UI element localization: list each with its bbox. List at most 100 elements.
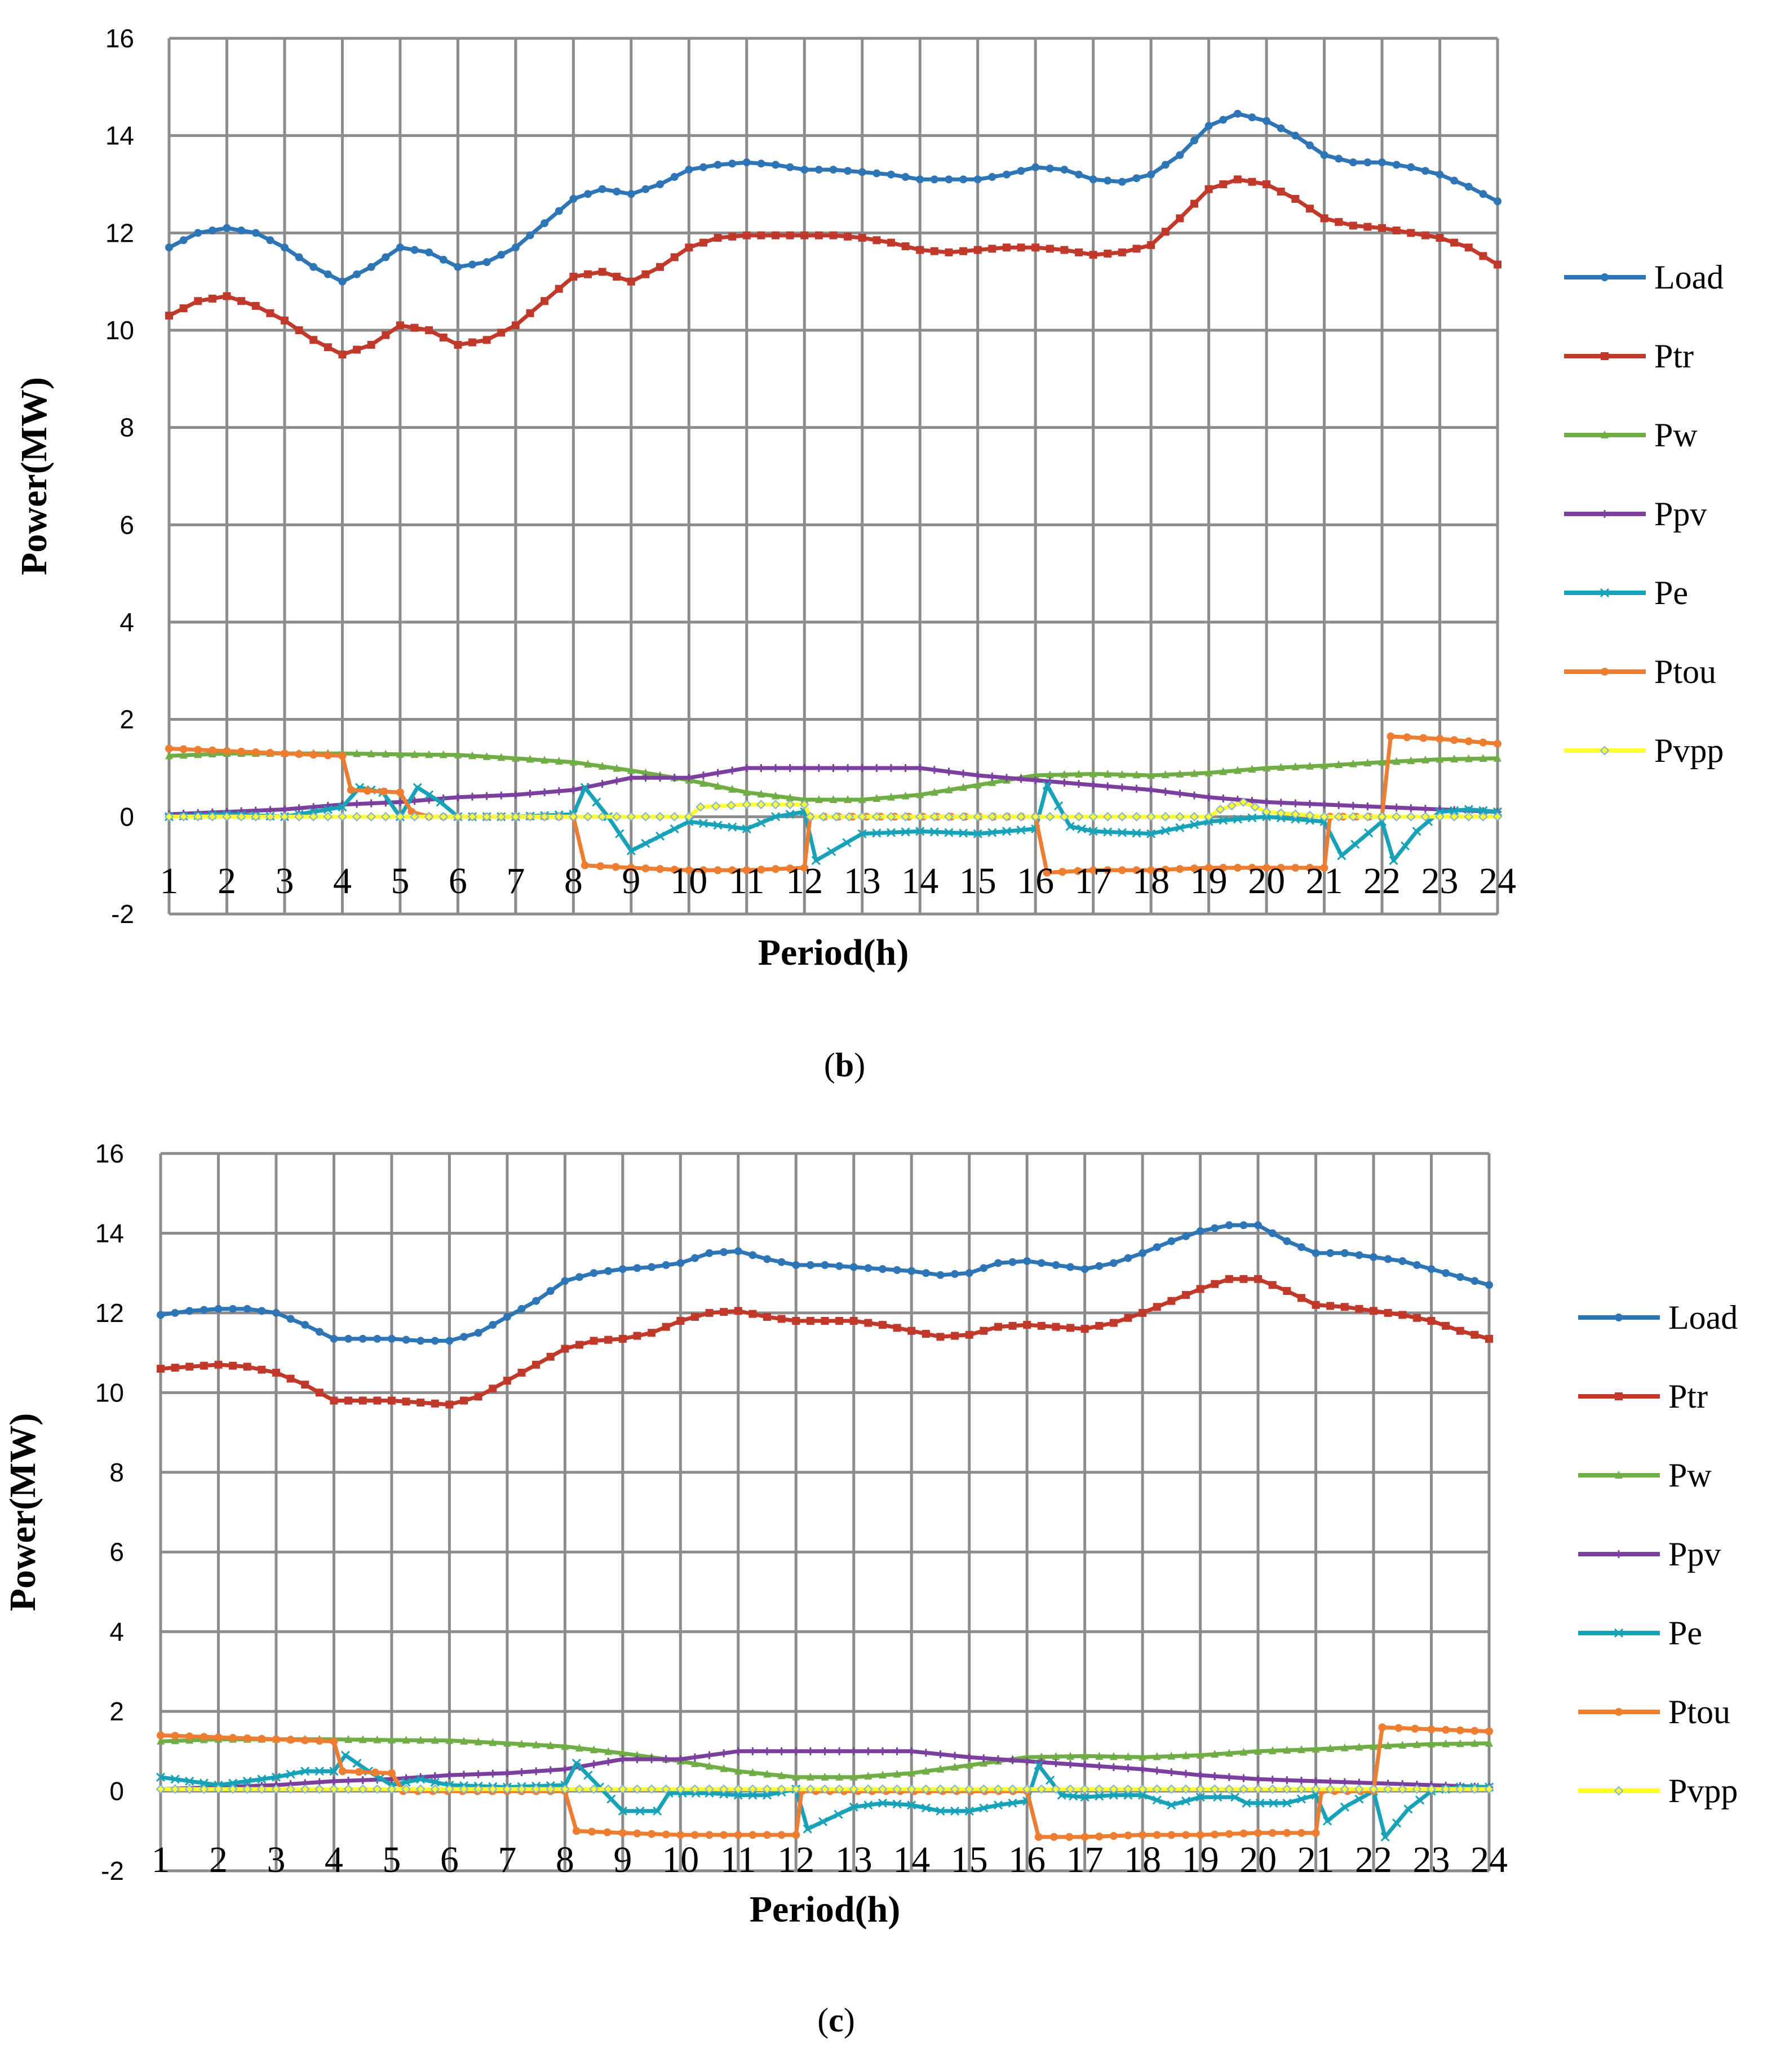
ptr-point <box>179 304 188 313</box>
pw-point <box>1363 758 1372 767</box>
pe-point <box>886 828 896 837</box>
x-tick-label: 23 <box>1413 1839 1450 1880</box>
pe-point <box>987 828 997 837</box>
pe-point <box>583 1771 593 1780</box>
ptou-point <box>347 786 355 794</box>
x-tick-label: 19 <box>1182 1839 1219 1880</box>
pe-point <box>1138 1790 1148 1800</box>
load-point <box>1233 109 1242 118</box>
pe-point <box>1117 828 1127 837</box>
pw-point <box>901 791 910 800</box>
load-point <box>468 260 477 269</box>
pvpp-point <box>612 811 622 822</box>
ppv-point <box>901 764 910 772</box>
x-tick-label: 14 <box>901 860 938 902</box>
load-point <box>1305 141 1314 149</box>
pvpp-point <box>785 800 795 810</box>
x-tick-labels: 1 2 3 4 5 6 7 8 9 10 11 12 13 14 15 16 17 18 19 20 21 22 23 24 <box>160 860 1517 902</box>
ptr-point <box>503 1377 511 1385</box>
x-tick-label: 24 <box>1470 1839 1508 1880</box>
ppv-point <box>1305 800 1314 808</box>
load-point <box>994 1259 1002 1267</box>
ptr-point <box>590 1337 598 1345</box>
ptou-point <box>315 1737 324 1745</box>
pvpp-point <box>921 1784 931 1794</box>
x-tick-label: 15 <box>959 860 996 902</box>
pvpp-point <box>424 811 434 822</box>
ppv-point <box>945 767 953 776</box>
ppv-point <box>511 791 520 799</box>
ptr-point <box>613 273 621 281</box>
pvpp-point <box>1224 1784 1234 1794</box>
pvpp-point <box>632 1784 642 1794</box>
pvpp-point <box>554 811 564 822</box>
pvpp-point <box>1319 811 1329 822</box>
pvpp-point <box>352 811 362 822</box>
pvpp-point <box>300 1784 310 1794</box>
legend-label: Ptr <box>1668 1378 1708 1415</box>
load-point <box>1283 1237 1291 1245</box>
ptr-point <box>1370 1307 1378 1315</box>
ptr-point <box>1008 1321 1017 1330</box>
load-point <box>1349 158 1357 167</box>
ptr-point <box>1017 243 1025 252</box>
ppv-point <box>555 787 563 796</box>
ppv-point <box>1335 801 1343 809</box>
ptou-point <box>1034 1833 1043 1841</box>
pw-point <box>849 1772 858 1781</box>
pw-point <box>1312 1745 1320 1753</box>
ppv-point <box>1118 783 1126 792</box>
pvpp-point <box>1022 1784 1032 1794</box>
legend-swatch-marker <box>1614 1628 1624 1638</box>
ppv-point <box>1320 800 1328 809</box>
ppv-point <box>561 1765 569 1773</box>
load-point <box>546 1286 555 1295</box>
ptr-point <box>1075 248 1083 256</box>
ptr-point <box>286 1374 295 1383</box>
ptou-point <box>1104 866 1112 875</box>
ptr-point <box>358 1396 367 1405</box>
load-point <box>864 1264 872 1272</box>
ptr-point <box>367 340 375 349</box>
pvpp-point <box>799 800 809 810</box>
x-tick-label: 21 <box>1297 1839 1335 1880</box>
ptou-point <box>1211 1830 1219 1839</box>
pe-point <box>1350 840 1360 849</box>
pe-point <box>1337 851 1346 860</box>
legend-item: Load <box>1564 259 1724 296</box>
ptr-point <box>1494 260 1501 269</box>
pvpp-point <box>742 800 752 810</box>
pe-point <box>670 824 679 833</box>
ptr-point <box>1225 1275 1233 1283</box>
series-ptou <box>157 1723 1493 1841</box>
ppv-point <box>965 1753 973 1762</box>
ptou-point <box>1153 1831 1161 1839</box>
y-tick-label: 12 <box>105 218 134 247</box>
pvpp-point <box>684 811 694 822</box>
ptr-point <box>561 1345 569 1353</box>
ptr-point <box>670 253 679 261</box>
ppv-point <box>994 1755 1002 1763</box>
legend-label: Pvpp <box>1654 732 1724 769</box>
pw-point <box>179 751 188 759</box>
load-point <box>945 175 953 184</box>
pvpp-point <box>1166 1784 1176 1794</box>
pe-point <box>1247 813 1257 823</box>
pvpp-point <box>1340 1784 1350 1794</box>
ptr-point <box>792 1317 800 1325</box>
pe-point <box>1233 814 1242 824</box>
load-point <box>1248 113 1256 122</box>
ptr-point <box>641 270 650 278</box>
ptou-point <box>1161 866 1170 874</box>
pvpp-point <box>496 811 506 822</box>
ptr-point <box>829 231 838 239</box>
ptr-point <box>1167 1297 1176 1305</box>
load-point <box>1031 163 1040 171</box>
pvpp-point <box>1492 811 1503 822</box>
pe-point <box>1054 801 1064 810</box>
pe-point <box>684 817 694 827</box>
y-tick-label: 16 <box>95 1139 124 1168</box>
load-point <box>1139 1249 1147 1257</box>
ppv-point <box>410 797 419 805</box>
pe-point <box>993 1800 1003 1810</box>
